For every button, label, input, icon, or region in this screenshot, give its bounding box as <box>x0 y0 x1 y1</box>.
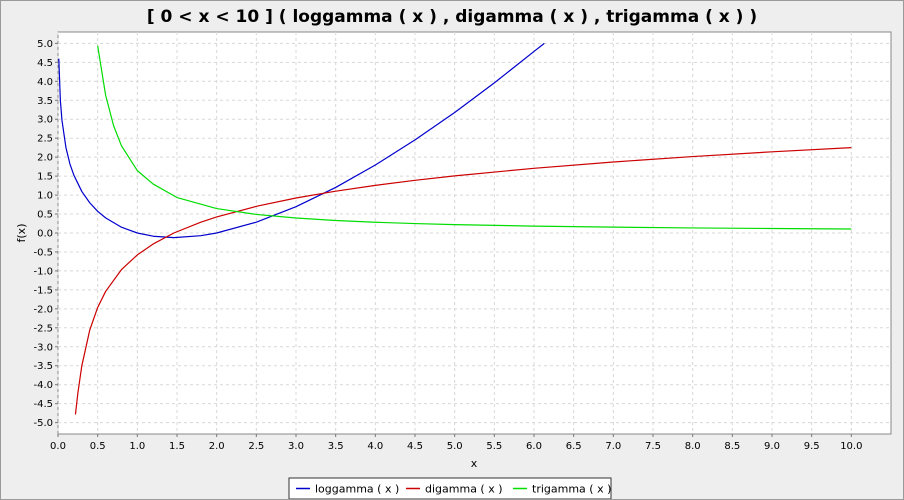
legend-label: digamma ( x ) <box>425 483 503 496</box>
x-tick-label: 4.5 <box>407 441 423 452</box>
y-tick-label: 4.5 <box>37 58 53 69</box>
y-tick-label: 3.0 <box>37 115 53 126</box>
y-tick-label: 0.5 <box>37 210 53 221</box>
legend-box <box>288 477 612 499</box>
y-tick-label: -0.5 <box>33 247 53 258</box>
x-tick-label: 9.0 <box>764 441 780 452</box>
y-tick-label: -3.0 <box>33 342 53 353</box>
y-tick-label: 0.0 <box>37 229 53 240</box>
x-axis-label: x <box>471 457 478 470</box>
y-tick-label: 1.5 <box>37 172 53 183</box>
y-tick-label: -4.5 <box>33 399 53 410</box>
y-tick-label: 3.5 <box>37 96 53 107</box>
y-axis-ticks: 5.0 4.5 4.0 3.5 3.0 2.5 2.0 1.5 1.0 0.5 0.0 -0.5 -1.… <box>33 39 58 429</box>
x-tick-label: 5.5 <box>486 441 502 452</box>
y-tick-label: 5.0 <box>37 39 53 50</box>
grid-lines <box>57 32 891 434</box>
x-tick-label: 0.0 <box>50 441 66 452</box>
y-tick-label: -1.5 <box>33 285 53 296</box>
x-tick-label: 0.5 <box>90 441 106 452</box>
series-line-1 <box>58 42 545 239</box>
series-line-3 <box>97 45 852 230</box>
x-axis-ticks: 0.0 0.5 1.0 1.5 2.0 2.5 3.0 3.5 4.0 4.5 5.0 5.5 6.0 6… <box>50 434 862 452</box>
x-tick-label: 6.5 <box>566 441 582 452</box>
x-tick-label: 3.0 <box>288 441 304 452</box>
y-axis-label: f(x) <box>15 224 28 243</box>
y-tick-label: -2.0 <box>33 304 53 315</box>
y-tick-label: -3.5 <box>33 361 53 372</box>
y-tick-label: -5.0 <box>33 418 53 429</box>
x-tick-label: 2.0 <box>209 441 225 452</box>
x-tick-label: 5.0 <box>447 441 463 452</box>
x-tick-label: 1.5 <box>169 441 185 452</box>
x-tick-label: 7.0 <box>605 441 621 452</box>
series-lines <box>58 42 852 415</box>
x-tick-label: 8.5 <box>724 441 740 452</box>
legend-label: loggamma ( x ) <box>315 483 399 496</box>
x-tick-label: 1.0 <box>129 441 145 452</box>
x-tick-label: 2.5 <box>248 441 264 452</box>
y-tick-label: -2.5 <box>33 323 53 334</box>
x-tick-label: 8.0 <box>685 441 701 452</box>
x-tick-label: 3.5 <box>328 441 344 452</box>
y-tick-label: 2.0 <box>37 153 53 164</box>
y-tick-label: -4.0 <box>33 380 53 391</box>
legend-label: trigamma ( x ) <box>532 483 611 496</box>
x-tick-label: 6.0 <box>526 441 542 452</box>
x-tick-label: 7.5 <box>645 441 661 452</box>
y-tick-label: 2.5 <box>37 134 53 145</box>
y-tick-label: -1.0 <box>33 266 53 277</box>
series-line-2 <box>74 146 852 415</box>
y-tick-label: 1.0 <box>37 191 53 202</box>
x-tick-label: 9.5 <box>804 441 820 452</box>
legend: loggamma ( x ) digamma ( x ) trigamma ( x … <box>288 477 612 499</box>
chart-title: [ 0 < x < 10 ] ( loggamma ( x ) , digamm… <box>147 7 757 27</box>
x-tick-label: 4.0 <box>367 441 383 452</box>
y-tick-label: 4.0 <box>37 77 53 88</box>
x-tick-label: 10.0 <box>840 441 862 452</box>
